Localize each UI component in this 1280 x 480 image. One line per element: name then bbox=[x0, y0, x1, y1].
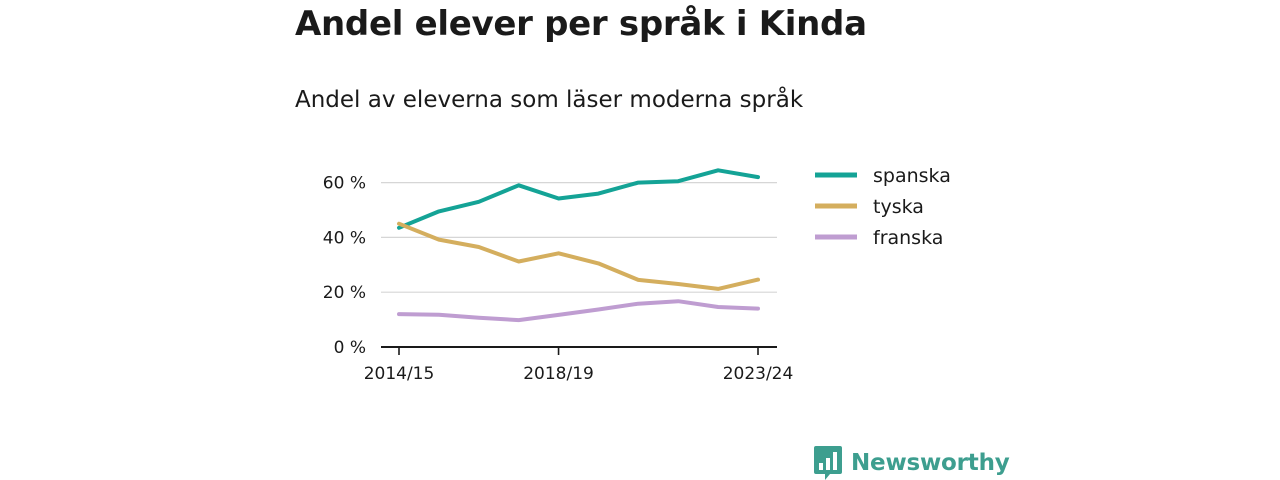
chart-title: Andel elever per språk i Kinda bbox=[295, 4, 867, 44]
chart-subtitle: Andel av eleverna som läser moderna språ… bbox=[295, 87, 804, 113]
grid-lines bbox=[381, 182, 777, 293]
brand-name: Newsworthy bbox=[851, 450, 1010, 476]
legend-label-spanska: spanska bbox=[873, 165, 951, 187]
x-tick-label: 2014/15 bbox=[364, 364, 435, 384]
series-lines bbox=[397, 168, 760, 323]
y-tick-label: 20 % bbox=[323, 283, 366, 303]
legend: spanska tyska franska bbox=[815, 165, 951, 249]
brand-logo: Newsworthy bbox=[814, 446, 1010, 480]
y-tick-label: 60 % bbox=[323, 174, 366, 194]
y-tick-label: 40 % bbox=[323, 228, 366, 248]
series-line-franska bbox=[397, 299, 760, 323]
y-tick-label: 0 % bbox=[334, 338, 366, 358]
x-tick-label: 2023/24 bbox=[723, 364, 794, 384]
legend-label-franska: franska bbox=[873, 227, 943, 249]
series-line-spanska bbox=[397, 168, 760, 230]
bar-chart-speech-bubble-icon bbox=[814, 446, 842, 480]
series-line-tyska bbox=[397, 221, 760, 291]
x-tick-label: 2018/19 bbox=[523, 364, 594, 384]
axes: 0 % 20 % 40 % 60 % 2014/15 2018/19 2023/24 bbox=[323, 174, 794, 384]
legend-label-tyska: tyska bbox=[873, 196, 924, 218]
